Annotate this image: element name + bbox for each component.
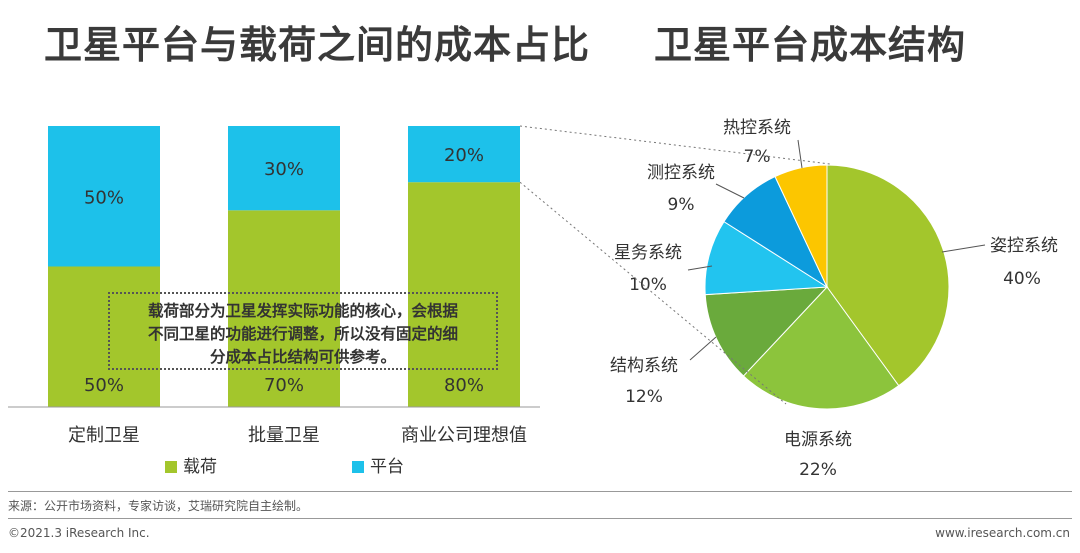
pie-label-value-2: 12% xyxy=(625,387,663,407)
pie-leader-line-0 xyxy=(941,244,986,253)
pie-slice-0 xyxy=(826,164,950,387)
pie-label-value-4: 9% xyxy=(668,195,695,215)
pie-slice-3 xyxy=(704,220,829,296)
pie-label-name-4: 测控系统 xyxy=(647,163,715,183)
pie-label-name-5: 热控系统 xyxy=(723,118,791,138)
x-tick-label-2: 商业公司理想值 xyxy=(401,425,527,446)
bar-platform-value-2: 20% xyxy=(444,145,484,166)
pie-label-name-2: 结构系统 xyxy=(610,356,678,376)
pie-leader-line-5 xyxy=(797,139,803,169)
legend-payload: 载荷 xyxy=(165,452,217,477)
legend-platform: 平台 xyxy=(352,452,404,477)
source-note: 来源：公开市场资料，专家访谈，艾瑞研究院自主绘制。 xyxy=(8,499,309,513)
bar-platform-1 xyxy=(228,126,340,211)
legend-swatch-payload xyxy=(165,461,177,473)
pie-slice-5 xyxy=(774,164,828,288)
note-line-2: 不同卫星的功能进行调整，所以没有固定的细 xyxy=(147,325,458,343)
pie-label-value-1: 22% xyxy=(799,460,837,480)
chart-title-left: 卫星平台与载荷之间的成本占比 xyxy=(44,23,591,67)
x-tick-label-1: 批量卫星 xyxy=(248,425,320,446)
pie-slice-2 xyxy=(704,286,829,377)
note-line-1: 载荷部分为卫星发挥实际功能的核心，会根据 xyxy=(147,302,458,320)
pie-label-name-0: 姿控系统 xyxy=(990,236,1058,256)
pie-leader-line-2 xyxy=(689,336,717,361)
x-tick-label-0: 定制卫星 xyxy=(68,425,140,446)
footer-divider-top xyxy=(8,491,1072,492)
legend-label-platform: 平台 xyxy=(370,457,404,477)
connector-line-top xyxy=(519,125,831,165)
legend-label-payload: 载荷 xyxy=(183,457,217,477)
bar-platform-value-1: 30% xyxy=(264,159,304,180)
pie-label-value-5: 7% xyxy=(744,147,771,167)
bar-platform-value-0: 50% xyxy=(84,187,124,208)
pie-label-name-1: 电源系统 xyxy=(784,430,852,450)
bar-payload-value-0: 50% xyxy=(84,375,124,396)
footer-divider-bottom xyxy=(8,518,1072,519)
pie-leader-line-3 xyxy=(687,265,713,271)
pie-label-value-0: 40% xyxy=(1003,269,1041,289)
pie-label-name-3: 星务系统 xyxy=(614,243,682,263)
bar-payload-value-2: 80% xyxy=(444,375,484,396)
pie-slice-1 xyxy=(742,286,900,410)
pie-leader-line-4 xyxy=(715,183,745,199)
legend-swatch-platform xyxy=(352,461,364,473)
bar-platform-2 xyxy=(408,126,520,183)
pie-label-value-3: 10% xyxy=(629,275,667,295)
payload-note-box: 载荷部分为卫星发挥实际功能的核心，会根据 不同卫星的功能进行调整，所以没有固定的… xyxy=(108,292,498,370)
bar-payload-value-1: 70% xyxy=(264,375,304,396)
bar-platform-0 xyxy=(48,126,160,267)
bar-payload-1 xyxy=(228,210,340,407)
note-line-3: 分成本占比结构可供参考。 xyxy=(209,348,396,366)
chart-title-right: 卫星平台成本结构 xyxy=(654,23,967,67)
copyright: ©2021.3 iResearch Inc. xyxy=(8,526,150,540)
bar-payload-0 xyxy=(48,266,160,407)
website: www.iresearch.com.cn xyxy=(935,526,1070,540)
